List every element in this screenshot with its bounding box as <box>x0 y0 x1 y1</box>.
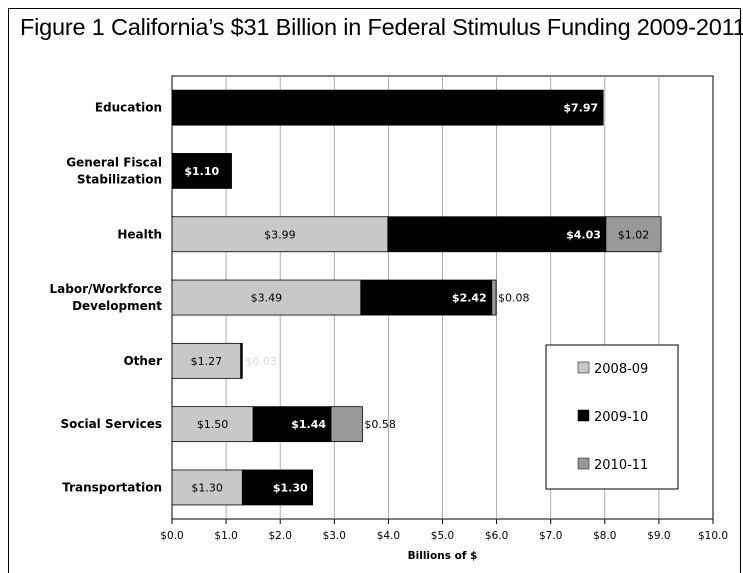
data-label: $4.03 <box>566 228 601 241</box>
legend-label: 2008-09 <box>594 362 648 377</box>
x-tick-label: $9.0 <box>647 530 670 542</box>
data-label: $1.02 <box>618 228 650 241</box>
legend-label: 2009-10 <box>594 410 648 425</box>
bar-segment <box>491 279 497 316</box>
x-tick-label: $1.0 <box>214 530 237 542</box>
category-label: Development <box>72 299 162 313</box>
x-tick-label: $5.0 <box>431 530 454 542</box>
category-label: Labor/Workforce <box>50 282 162 296</box>
legend-swatch <box>577 457 590 470</box>
x-tick-label: $0.0 <box>160 530 183 542</box>
bar-segment <box>171 406 254 443</box>
data-label: $1.30 <box>273 481 308 494</box>
legend-swatch <box>577 409 590 422</box>
bar-segment <box>171 153 232 189</box>
x-tick-label: $2.0 <box>269 530 292 542</box>
bar-segment <box>240 342 243 379</box>
bar-segment <box>171 342 242 379</box>
bar-segment <box>360 279 493 316</box>
data-label: $3.99 <box>264 228 296 241</box>
data-label: $0.03 <box>245 355 277 368</box>
data-label: $2.42 <box>452 292 487 305</box>
legend: 2008-09 2009-10 2010-11 <box>545 344 679 490</box>
bar-segment <box>252 406 332 443</box>
category-label: Stabilization <box>77 172 162 186</box>
bar-segment <box>171 216 389 253</box>
data-label: $1.10 <box>184 165 219 178</box>
legend-box <box>545 344 679 490</box>
x-tick-label: $10.0 <box>698 530 728 542</box>
x-tick-label: $8.0 <box>593 530 616 542</box>
category-label: Education <box>95 101 162 115</box>
chart-title: Figure 1 California’s $31 Billion in Fed… <box>20 14 743 40</box>
legend-label: 2010-11 <box>594 458 648 473</box>
category-label: Transportation <box>62 480 162 494</box>
bar-segment <box>171 89 604 126</box>
x-tick-label: $6.0 <box>485 530 508 542</box>
bar-segment <box>605 216 662 253</box>
x-tick-label: $7.0 <box>539 530 562 542</box>
category-label: Other <box>123 354 162 368</box>
category-label: General Fiscal <box>66 155 162 169</box>
data-label: $1.30 <box>191 481 223 494</box>
bar-segment <box>387 216 607 253</box>
bar-segment <box>171 469 243 506</box>
legend-swatch <box>577 361 590 374</box>
category-label: Social Services <box>60 417 162 431</box>
x-tick-label: $4.0 <box>377 530 400 542</box>
bar-segment <box>171 279 362 316</box>
category-label: Health <box>117 227 162 241</box>
data-label: $0.58 <box>364 418 396 431</box>
data-label: $3.49 <box>251 292 283 305</box>
x-axis-title: Billions of $ <box>408 550 478 562</box>
data-label: $1.50 <box>197 418 229 431</box>
x-tick-label: $3.0 <box>323 530 346 542</box>
data-label: $1.27 <box>191 355 223 368</box>
data-label: $0.08 <box>498 292 529 305</box>
data-label: $7.97 <box>563 102 598 115</box>
bar-segment <box>330 406 363 443</box>
bar-segment <box>241 469 314 506</box>
chart-frame <box>8 8 741 573</box>
data-label: $1.44 <box>291 418 326 431</box>
